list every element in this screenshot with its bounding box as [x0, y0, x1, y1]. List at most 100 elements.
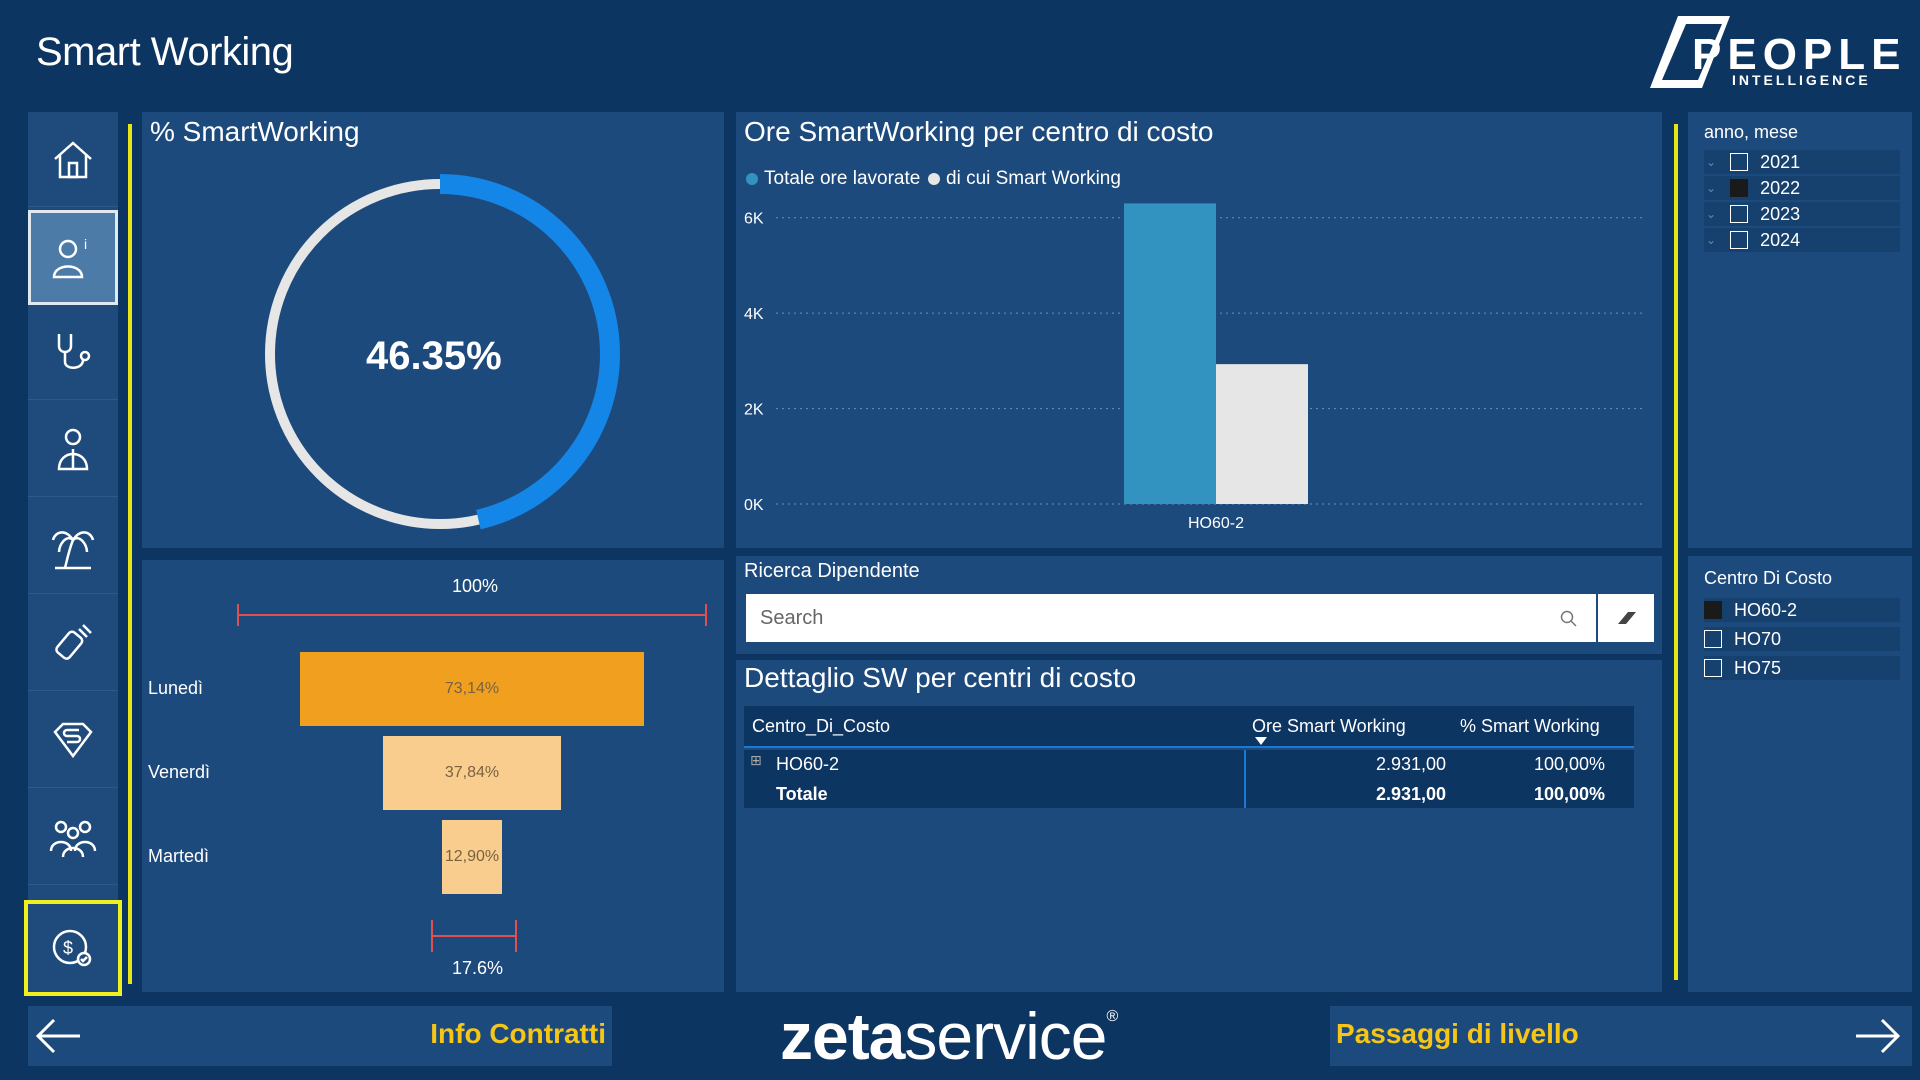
- search-input[interactable]: Search: [746, 594, 1596, 642]
- stethoscope-icon: [57, 334, 91, 369]
- bar-chart-plot: 0K 2K 4K 6K HO60-2: [744, 203, 1646, 532]
- home-icon: [54, 141, 92, 179]
- legend-dot-smart: [928, 173, 940, 185]
- slicer-option[interactable]: HO60-2: [1704, 598, 1900, 622]
- page-title: Smart Working: [36, 30, 294, 74]
- row-perc: 100,00%: [1534, 754, 1606, 774]
- checkbox[interactable]: [1704, 630, 1722, 648]
- search-placeholder: Search: [760, 606, 824, 629]
- prev-page-label: Info Contratti: [430, 1018, 606, 1049]
- bar-chart-panel: Ore SmartWorking per centro di costo Tot…: [736, 112, 1662, 548]
- table-title: Dettaglio SW per centri di costo: [744, 662, 1137, 693]
- slicer-option[interactable]: ⌄ 2024: [1704, 228, 1900, 252]
- funnel-top-range: [237, 604, 707, 626]
- money-icon: $: [52, 929, 92, 967]
- nav-maternity[interactable]: [28, 596, 118, 691]
- funnel-day-label: Venerdì: [148, 762, 211, 782]
- slicer-option-label: HO75: [1734, 657, 1782, 678]
- bar-chart-title: Ore SmartWorking per centro di costo: [744, 116, 1214, 147]
- prev-page-button[interactable]: Info Contratti: [28, 1006, 612, 1066]
- total-perc: 100,00%: [1534, 784, 1606, 804]
- col-centro-header[interactable]: Centro_Di_Costo: [752, 716, 891, 736]
- col-ore-header[interactable]: Ore Smart Working: [1252, 716, 1406, 736]
- slicer-option[interactable]: ⌄ 2021: [1704, 150, 1900, 174]
- smartworking-gauge-panel: % SmartWorking 46.35%: [142, 112, 724, 548]
- checkbox[interactable]: [1730, 205, 1749, 223]
- legend-smart: di cui Smart Working: [928, 168, 1121, 190]
- table-panel: Dettaglio SW per centri di costo Centro_…: [736, 660, 1662, 992]
- next-page-button[interactable]: Passaggi di livello: [1330, 1006, 1912, 1066]
- chevron-down-icon[interactable]: ⌄: [1706, 155, 1717, 169]
- bar-totale[interactable]: [1124, 203, 1216, 504]
- slicer-option-label: 2021: [1760, 151, 1801, 172]
- funnel-panel: 100% Lunedì 73,14% Venerdì 37,84% Martedì 12,…: [142, 560, 724, 992]
- funnel-bottom-range: [431, 920, 517, 952]
- slicer-option[interactable]: ⌄ 2022: [1704, 176, 1900, 200]
- funnel-day-label: Martedì: [148, 846, 210, 866]
- bar-smart[interactable]: [1216, 364, 1308, 504]
- slicer-anno-panel: anno, mese ⌄ 2021 ⌄ 2022 ⌄ 2023 ⌄ 2024: [1688, 112, 1912, 548]
- brand-mark: ®: [1106, 1008, 1118, 1025]
- funnel-day-label: Lunedì: [148, 678, 204, 698]
- nav-health[interactable]: [28, 305, 118, 400]
- person-icon: [57, 428, 89, 471]
- checkbox[interactable]: [1704, 659, 1722, 677]
- donut-chart: [260, 174, 620, 534]
- nav-group[interactable]: [28, 790, 118, 885]
- clear-search-button[interactable]: [1598, 594, 1654, 642]
- arrow-left-icon: [35, 1018, 80, 1054]
- nav-vacation[interactable]: [28, 499, 118, 594]
- search-icon: [1560, 610, 1577, 627]
- slicer-option[interactable]: ⌄ 2023: [1704, 202, 1900, 226]
- nav-person[interactable]: [28, 402, 118, 497]
- sidebar: i $: [24, 112, 122, 996]
- slicer-option[interactable]: HO75: [1704, 656, 1900, 680]
- chevron-down-icon[interactable]: ⌄: [1706, 233, 1717, 247]
- funnel-top-label: 100%: [452, 576, 499, 596]
- table-body: [744, 750, 1634, 808]
- employee-info-icon: i: [52, 236, 87, 278]
- gauge-value: 46.35%: [366, 334, 502, 378]
- slicer-option-label: 2024: [1760, 229, 1801, 250]
- checkbox[interactable]: [1730, 179, 1749, 197]
- slicer-centro-title: Centro Di Costo: [1704, 568, 1833, 588]
- checkbox[interactable]: [1730, 231, 1749, 249]
- legend-dot-totale: [746, 173, 758, 185]
- checkbox[interactable]: [1730, 153, 1749, 171]
- svg-text:i: i: [84, 236, 87, 252]
- funnel-bar[interactable]: 73,14%: [300, 652, 644, 726]
- donut-value-arc: [260, 174, 620, 534]
- table-col-divider: [1244, 750, 1246, 808]
- nav-employee-info[interactable]: i: [28, 210, 118, 305]
- total-ore: 2.931,00: [1376, 784, 1447, 804]
- gauge-title: % SmartWorking: [150, 116, 360, 147]
- nav-cost[interactable]: $: [24, 900, 122, 996]
- baby-bottle-icon: [55, 624, 92, 660]
- eraser-icon: [1618, 612, 1636, 624]
- logo-sub-text: INTELLIGENCE: [1732, 72, 1871, 88]
- funnel-bar[interactable]: 12,90%: [441, 820, 503, 894]
- row-centro: HO60-2: [776, 754, 840, 774]
- svg-text:$: $: [63, 938, 73, 958]
- sort-desc-icon: [1255, 737, 1267, 745]
- chevron-down-icon[interactable]: ⌄: [1706, 207, 1717, 221]
- funnel-bar[interactable]: 37,84%: [383, 736, 561, 810]
- chevron-down-icon[interactable]: ⌄: [1706, 181, 1717, 195]
- nav-super[interactable]: [28, 693, 118, 788]
- nav-home[interactable]: [28, 112, 118, 207]
- checkbox[interactable]: [1704, 601, 1722, 619]
- y-tick-label: 0K: [744, 497, 764, 514]
- divider-right: [1674, 124, 1678, 980]
- legend-label-smart: di cui Smart Working: [946, 168, 1121, 189]
- people-intelligence-logo: PEOPLE INTELLIGENCE: [1650, 12, 1912, 92]
- palm-tree-icon: [51, 531, 95, 570]
- superman-icon: [53, 722, 93, 759]
- zetaservice-logo: zetaservice®: [780, 998, 1118, 1074]
- expand-row-icon[interactable]: ⊞: [750, 752, 762, 768]
- slicer-option[interactable]: HO70: [1704, 627, 1900, 651]
- col-perc-header[interactable]: % Smart Working: [1460, 716, 1600, 736]
- search-title: Ricerca Dipendente: [744, 560, 920, 582]
- table-header-row: [744, 706, 1634, 748]
- slicer-centro-panel: Centro Di Costo HO60-2 HO70 HO75: [1688, 556, 1912, 992]
- slicer-anno-title: anno, mese: [1704, 122, 1799, 142]
